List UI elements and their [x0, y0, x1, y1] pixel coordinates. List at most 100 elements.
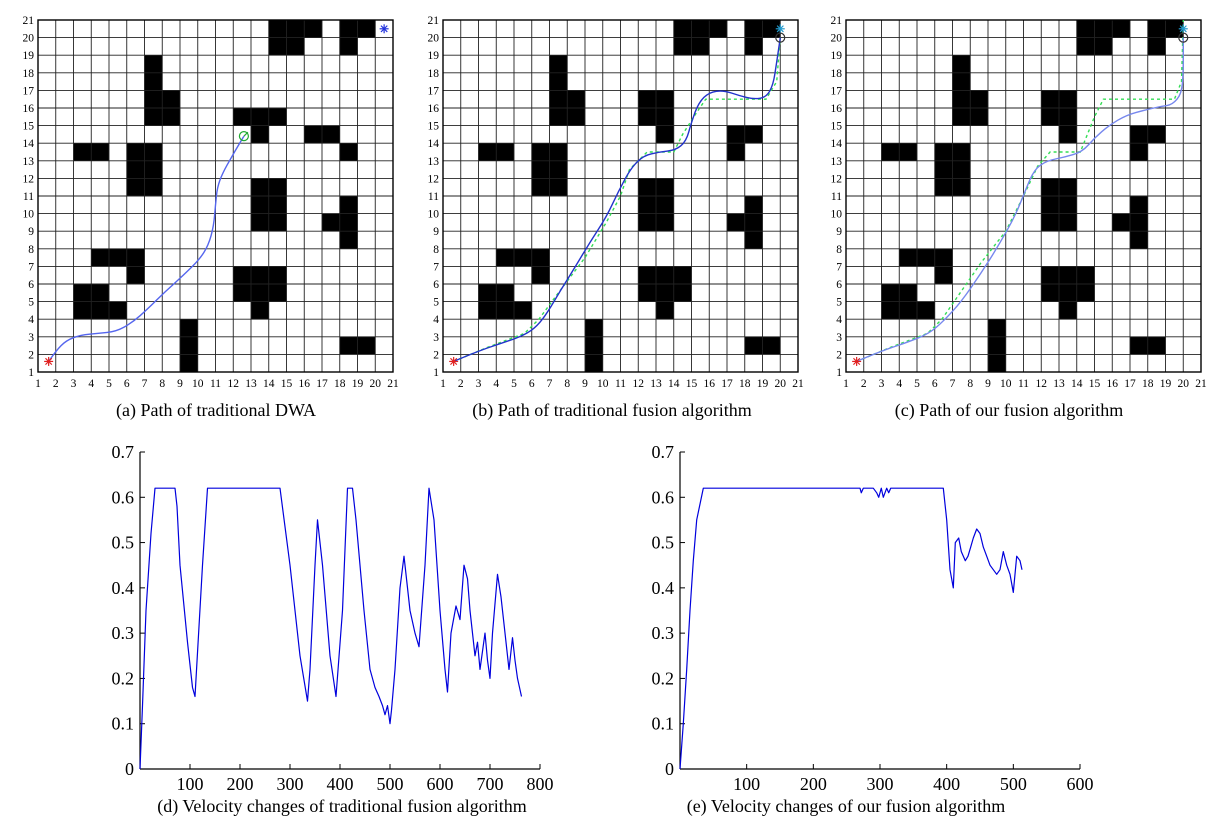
y-tick-label: 0.6 — [652, 487, 675, 507]
x-tick-label: 21 — [792, 378, 804, 390]
y-tick-label: 21 — [831, 15, 843, 27]
y-tick-label: 0.3 — [652, 623, 675, 643]
y-tick-label: 3 — [433, 332, 439, 344]
x-tick-label: 1 — [440, 378, 446, 390]
x-tick-label: 21 — [1195, 378, 1207, 390]
x-tick-label: 500 — [1000, 774, 1027, 794]
x-tick-label: 600 — [427, 774, 454, 794]
velocity-chart-d: 0 0.1 0.2 0.3 0.4 0.5 0.6 0.7 100 200 300 400 500 600… — [112, 442, 554, 794]
grid-map-a: 1 2 3 4 5 6 7 8 9 10 11 12 13 14 15 16 17 18 19 20 211234567… — [23, 15, 400, 390]
goal-star-stroke — [380, 25, 388, 33]
plot-frame — [845, 19, 1202, 373]
y-tick-label: 15 — [831, 121, 843, 133]
y-tick-label: 2 — [433, 349, 439, 361]
caption-a: (a) Path of traditional DWA — [116, 400, 316, 421]
x-tick-label: 18 — [334, 378, 346, 390]
y-tick-label: 4 — [433, 314, 439, 326]
robot-path — [48, 135, 245, 362]
obstacle — [899, 248, 953, 267]
x-tick-label: 20 — [370, 378, 382, 390]
x-tick-label: 2 — [861, 378, 867, 390]
y-tick-label: 17 — [23, 85, 35, 97]
x-tick-label: 11 — [210, 378, 221, 390]
y-tick-label: 14 — [428, 138, 440, 150]
y-tick-label: 5 — [433, 297, 439, 309]
x-tick-label: 3 — [71, 378, 77, 390]
obstacle — [744, 196, 763, 249]
robot-path — [856, 37, 1184, 363]
x-tick-label: 19 — [1160, 378, 1172, 390]
y-tick-label: 18 — [428, 68, 440, 80]
velocity-line — [139, 487, 523, 770]
start-marker — [852, 356, 862, 366]
x-tick-label: 8 — [159, 378, 165, 390]
y-tick-label: 0 — [125, 759, 134, 779]
y-tick-label: 8 — [836, 244, 842, 256]
y-tick-label: 13 — [23, 156, 35, 168]
y-tick-label: 6 — [28, 279, 34, 291]
y-tick-label: 20 — [23, 33, 35, 45]
y-tick-label: 0.1 — [112, 714, 135, 734]
y-tick-label: 2 — [836, 349, 842, 361]
obstacle — [917, 301, 935, 320]
x-tick-label: 8 — [564, 378, 570, 390]
obstacle — [1130, 143, 1148, 161]
x-tick-label: 6 — [529, 378, 535, 390]
x-tick-label: 4 — [896, 378, 902, 390]
obstacle — [585, 319, 603, 372]
x-tick-label: 3 — [879, 378, 885, 390]
obstacle — [496, 248, 550, 267]
y-tick-label: 11 — [831, 191, 842, 203]
start-star-stroke — [450, 357, 458, 366]
x-tick-label: 400 — [933, 774, 960, 794]
caption-e: (e) Velocity changes of our fusion algor… — [687, 796, 1006, 817]
x-tick-label: 10 — [597, 378, 609, 390]
x-tick-label: 13 — [1053, 378, 1065, 390]
x-tick-label: 500 — [377, 774, 404, 794]
obstacle — [233, 108, 287, 126]
x-tick-label: 9 — [177, 378, 183, 390]
x-tick-label: 2 — [458, 378, 464, 390]
y-tick-label: 15 — [428, 121, 440, 133]
y-tick-label: 18 — [831, 68, 843, 80]
x-tick-label: 15 — [281, 378, 293, 390]
y-tick-label: 13 — [831, 156, 843, 168]
obstacle — [339, 196, 358, 249]
x-tick-label: 1 — [35, 378, 41, 390]
x-tick-label: 800 — [527, 774, 554, 794]
y-tick-label: 12 — [831, 173, 843, 185]
x-tick-label: 100 — [733, 774, 760, 794]
y-tick-label: 21 — [428, 15, 440, 27]
x-tick-label: 13 — [650, 378, 662, 390]
x-tick-label: 16 — [299, 378, 311, 390]
goal-marker — [775, 24, 785, 34]
x-tick-label: 11 — [1018, 378, 1029, 390]
start-star-stroke — [45, 357, 53, 366]
plot-frame — [37, 19, 394, 373]
y-tick-label: 19 — [831, 50, 843, 62]
goal-marker — [379, 24, 389, 34]
obstacle — [251, 125, 269, 144]
x-tick-label: 15 — [1089, 378, 1101, 390]
y-tick-label: 8 — [433, 244, 439, 256]
y-tick-label: 0.4 — [652, 578, 675, 598]
y-tick-label: 6 — [836, 279, 842, 291]
velocity-chart-e: 0 0.1 0.2 0.3 0.4 0.5 0.6 0.7 100 200 300 400 500 600 — [652, 442, 1094, 794]
y-tick-label: 3 — [28, 332, 34, 344]
y-tick-label: 15 — [23, 121, 35, 133]
y-tick-label: 0.4 — [112, 578, 135, 598]
x-tick-label: 5 — [914, 378, 920, 390]
obstacle — [727, 143, 745, 161]
x-tick-label: 17 — [721, 378, 733, 390]
x-tick-label: 6 — [124, 378, 130, 390]
y-tick-label: 18 — [23, 68, 35, 80]
y-tick-label: 20 — [831, 33, 843, 45]
y-tick-label: 0.2 — [112, 668, 135, 688]
x-tick-label: 18 — [1142, 378, 1154, 390]
y-tick-label: 0.6 — [112, 487, 135, 507]
x-tick-label: 4 — [493, 378, 499, 390]
y-tick-label: 2 — [28, 349, 34, 361]
y-tick-label: 16 — [23, 103, 35, 115]
y-tick-label: 0.7 — [112, 442, 135, 462]
y-tick-label: 14 — [23, 138, 35, 150]
